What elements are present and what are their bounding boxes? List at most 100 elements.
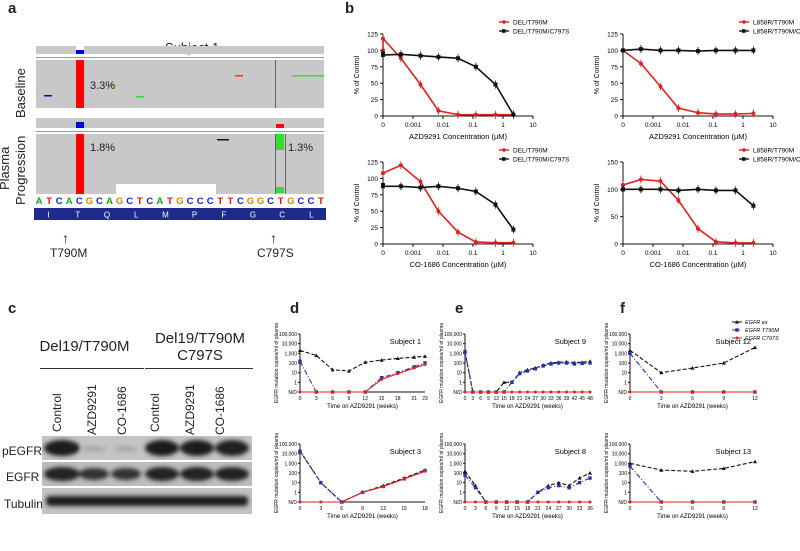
marker-2-4	[381, 485, 385, 489]
marker-0-1	[314, 353, 319, 358]
x-tick-label-3: 9	[348, 396, 351, 402]
marker-1-12	[588, 476, 592, 480]
x-tick-label-1: 3	[319, 506, 322, 512]
wb-row-tubulin: Tubulin	[4, 497, 43, 511]
y-tick-label-3: 100	[454, 471, 463, 477]
x-tick-label-0: 0	[299, 506, 302, 512]
marker-0-11	[577, 476, 582, 480]
x-tick-label-2: 6	[484, 506, 487, 512]
y-tick-label-1: 50	[611, 214, 619, 221]
amino-acid-2: Q	[104, 211, 110, 220]
y-tick-label-3: 75	[371, 192, 379, 199]
x-axis-label: Time on AZD9291 (weeks)	[492, 404, 563, 410]
x-tick-label-3: 9	[361, 506, 364, 512]
marker-0-4	[753, 345, 757, 350]
baseline-label: Baseline	[13, 68, 28, 118]
marker-2-1	[319, 500, 323, 504]
marker-2-3	[361, 490, 364, 494]
x-tick-label-7: 21	[411, 396, 417, 402]
c797s-label: C797S	[257, 246, 294, 260]
x-tick-label-0: 0	[381, 250, 385, 257]
marker-0-1	[659, 468, 664, 472]
series-line-2	[300, 470, 426, 503]
marker-0-2	[690, 366, 695, 370]
marker-1-8	[546, 486, 551, 490]
x-tick-label-3: 9	[722, 396, 725, 402]
dose-plot-3: 0 50 100 150 0 0.001 0.01 0.1 1 10 CO-1686 Concent…	[594, 148, 800, 270]
base-5: G	[86, 196, 93, 207]
marker-2-8	[526, 390, 529, 394]
y-tick-label-0: 100,000	[444, 442, 462, 448]
x-tick-label-12: 36	[587, 506, 593, 512]
legend-label-0: L858R/T790M	[753, 148, 794, 155]
y-tick-label-5: 125	[607, 32, 618, 39]
baseline-mismatch-5	[292, 75, 324, 77]
subject-title: Subject 13	[716, 447, 751, 456]
y-tick-label-6: N/D	[618, 500, 627, 506]
marker-2-1	[659, 500, 663, 504]
x-tick-label-3: 0.1	[708, 122, 717, 129]
y-tick-label-6: N/D	[288, 390, 297, 396]
wb-band-egfr-5	[180, 467, 214, 481]
base-1: T	[46, 196, 52, 207]
legend-marker-1	[742, 29, 746, 33]
y-tick-label-1: 10,000	[282, 342, 298, 348]
x-tick-label-3: 0.1	[708, 250, 717, 257]
wb-band-pegfr-6	[215, 440, 249, 456]
marker-0-9	[556, 480, 561, 485]
base-20: C	[237, 196, 244, 207]
x-tick-label-6: 18	[395, 396, 401, 402]
legend-marker-2	[735, 336, 739, 340]
marker-1-16	[588, 361, 592, 365]
curve-1	[382, 184, 515, 231]
curve-1	[622, 48, 754, 52]
x-tick-label-5: 15	[501, 396, 507, 402]
marker-2-13	[565, 390, 569, 394]
time-plot-5: 100,000 10,000 1,000 100 10 1 N/D0 3 6 9 12 Time on…	[604, 433, 758, 520]
marker-1-0	[628, 351, 632, 356]
y-tick-label-3: 150	[607, 160, 618, 167]
y-tick-label-1: 10,000	[282, 452, 298, 458]
marker-2-0	[628, 500, 632, 504]
subject-title: Subject 12	[716, 337, 751, 346]
panel-label-d: d	[290, 300, 300, 317]
progression-label: Progression	[13, 135, 28, 205]
marker-2-12	[557, 390, 561, 394]
time-plot-1: 100,000 10,000 1,000 100 10 1 N/D0 3 6 9 12 15 18 Tim…	[274, 433, 428, 520]
y-tick-label-4: 10	[291, 371, 297, 377]
y-tick-label-3: 100	[619, 471, 628, 477]
subject-title: Subject 1	[390, 337, 421, 346]
y-tick-label-0: 100,000	[279, 332, 297, 338]
legend-label-0: EGFR ex	[745, 320, 768, 326]
base-21: G	[247, 196, 254, 207]
wb-band-pegfr-3	[114, 446, 138, 452]
baseline-percent: 3.3%	[90, 80, 116, 92]
x-tick-label-4: 12	[381, 506, 387, 512]
marker-0-6	[395, 356, 400, 360]
x-tick-label-2: 0.01	[677, 250, 690, 257]
curve-0	[622, 49, 754, 115]
base-26: C	[297, 196, 304, 207]
x-tick-label-15: 45	[579, 396, 585, 402]
prog-c797s-variant	[276, 134, 284, 150]
amino-acid-3: L	[134, 211, 139, 220]
wb-group-right-line1: Del19/T790M	[154, 330, 246, 347]
dose-plot-0: 0 25 50 75 100 125 0 0.001 0.01 0.1 1 10 AZD9291 Con…	[354, 20, 570, 142]
marker-0-12	[588, 471, 592, 475]
x-axis-label: AZD9291 Concentration (µM)	[409, 132, 508, 141]
marker-0-0	[298, 348, 302, 353]
x-axis-label: Time on AZD9291 (weeks)	[327, 404, 398, 410]
marker-1-10	[541, 364, 545, 368]
x-tick-label-8: 24	[546, 506, 552, 512]
y-tick-label-2: 50	[611, 81, 619, 88]
amino-acid-5: P	[192, 211, 197, 220]
marker-2-16	[588, 390, 592, 394]
x-tick-label-10: 30	[566, 506, 572, 512]
prog-mismatch-black	[217, 139, 229, 141]
baseline-t790m-variant	[76, 60, 84, 108]
legend-label-1: EGFR T790M	[745, 328, 779, 334]
y-tick-label-1: 10,000	[612, 342, 628, 348]
series-line-1	[629, 352, 755, 393]
baseline-mismatch-2	[108, 85, 116, 87]
x-axis-label: AZD9291 Concentration (µM)	[649, 132, 748, 141]
